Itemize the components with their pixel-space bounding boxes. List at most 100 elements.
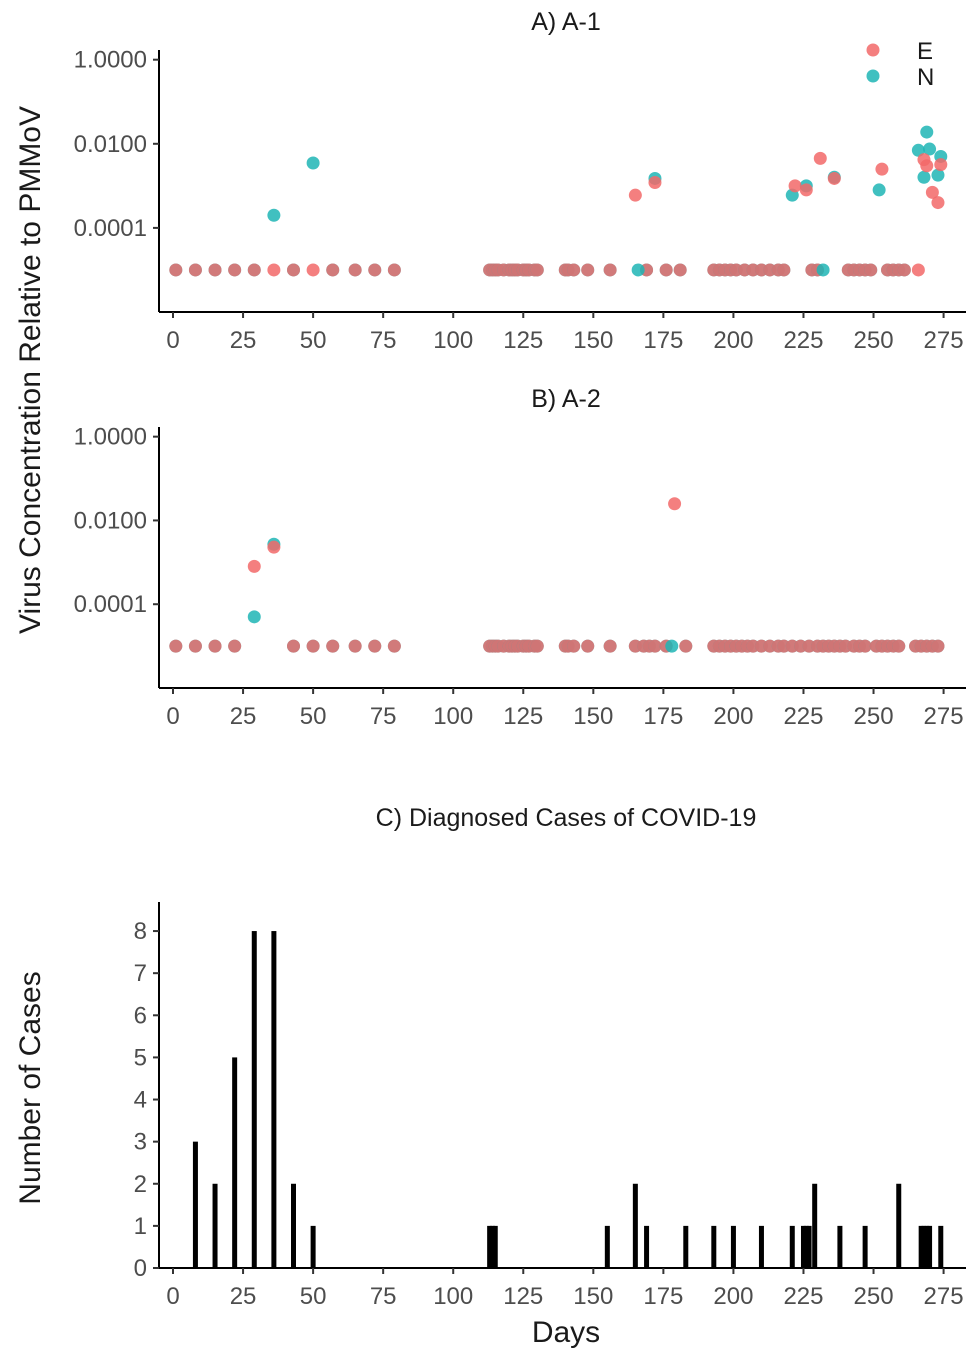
legend-key-n: [866, 69, 880, 83]
panel-c-x-axis-label: Days: [532, 1316, 600, 1349]
nondetect-point-e: [368, 639, 382, 653]
scatter-point-e: [247, 559, 261, 573]
y-tick-label: 0.0001: [74, 591, 147, 618]
nondetect-point-e: [188, 263, 202, 277]
case-bar: [487, 1225, 493, 1268]
nondetect-point-e: [603, 263, 617, 277]
nondetect-point-e: [208, 263, 222, 277]
nondetect-point-e: [648, 639, 662, 653]
nondetect-point-e: [228, 263, 242, 277]
x-tick-label: 200: [713, 1283, 753, 1310]
x-tick-label: 125: [503, 327, 543, 354]
x-tick-label: 200: [713, 703, 753, 730]
y-tick-label: 2: [134, 1171, 147, 1198]
nondetect-point-e: [567, 639, 581, 653]
panel-a-marks: [169, 125, 948, 277]
panel-a-legend: EN: [866, 38, 934, 91]
x-tick-label: 175: [643, 327, 683, 354]
case-bar: [232, 1057, 238, 1268]
nondetect-point-e: [581, 263, 595, 277]
x-tick-label: 125: [503, 703, 543, 730]
scatter-point-e: [931, 196, 945, 210]
nondetect-point-e: [247, 263, 261, 277]
case-bar: [938, 1225, 944, 1268]
scatter-point-e: [668, 497, 682, 511]
scatter-point-e: [267, 263, 281, 277]
x-tick-label: 200: [713, 327, 753, 354]
x-tick-label: 75: [370, 1283, 397, 1310]
x-tick-label: 175: [643, 703, 683, 730]
x-tick-label: 275: [924, 1283, 964, 1310]
y-tick-label: 1.0000: [74, 424, 147, 451]
case-bar: [800, 1225, 806, 1268]
scatter-point-n: [306, 156, 320, 170]
x-tick-label: 25: [230, 327, 257, 354]
nondetect-point-e: [228, 639, 242, 653]
panel-b-marks: [169, 497, 945, 653]
x-tick-label: 225: [783, 1283, 823, 1310]
nondetect-point-e: [326, 639, 340, 653]
scatter-point-n: [931, 168, 945, 182]
x-tick-label: 225: [783, 327, 823, 354]
nondetect-point-e: [567, 263, 581, 277]
scatter-point-e: [799, 183, 813, 197]
y-tick-label: 1.0000: [74, 47, 147, 74]
panel-c-y-axis-label: Number of Cases: [14, 971, 47, 1204]
scatter-point-e: [813, 151, 827, 165]
case-bar: [806, 1225, 812, 1268]
case-bar: [212, 1183, 218, 1268]
nondetect-point-e: [208, 639, 222, 653]
scatter-point-n: [923, 142, 937, 156]
scatter-point-e: [628, 188, 642, 202]
y-tick-label: 0.0100: [74, 131, 147, 158]
x-tick-label: 150: [573, 1283, 613, 1310]
scatter-point-e: [920, 159, 934, 173]
case-bar: [918, 1225, 924, 1268]
panel-c-title: C) Diagnosed Cases of COVID-19: [376, 804, 757, 832]
x-tick-label: 0: [166, 327, 179, 354]
case-bar: [271, 931, 277, 1268]
scatter-point-n: [665, 639, 679, 653]
x-tick-label: 25: [230, 1283, 257, 1310]
nondetect-point-e: [387, 639, 401, 653]
nondetect-point-e: [169, 263, 183, 277]
nondetect-point-e: [673, 263, 687, 277]
scatter-point-n: [816, 263, 830, 277]
nondetect-point-e: [348, 263, 362, 277]
case-bar: [251, 931, 257, 1268]
x-tick-label: 75: [370, 327, 397, 354]
x-tick-label: 275: [924, 327, 964, 354]
legend-label-n: N: [917, 64, 934, 91]
panel-c: C) Diagnosed Cases of COVID-19 Number of…: [14, 804, 966, 1349]
nondetect-point-e: [530, 639, 544, 653]
case-bar: [632, 1183, 638, 1268]
case-bar: [837, 1225, 843, 1268]
nondetect-point-e: [892, 639, 906, 653]
x-tick-label: 75: [370, 703, 397, 730]
case-bar: [192, 1141, 198, 1268]
case-bar: [604, 1225, 610, 1268]
case-bar: [310, 1225, 316, 1268]
panel-a: A) A-1 0 25 50 75 100 125 150 175 200 225 250 275 0.…: [74, 8, 966, 354]
case-bar: [644, 1225, 650, 1268]
nondetect-point-e: [348, 639, 362, 653]
nondetect-point-e: [287, 263, 300, 277]
case-bar: [927, 1225, 933, 1268]
x-tick-label: 25: [230, 703, 257, 730]
x-tick-label: 100: [433, 327, 473, 354]
x-tick-label: 250: [854, 703, 894, 730]
scatter-point-e: [306, 263, 320, 277]
nondetect-point-e: [287, 639, 300, 653]
x-tick-label: 50: [300, 703, 327, 730]
y-tick-label: 5: [134, 1044, 147, 1071]
case-bar: [789, 1225, 795, 1268]
scatter-point-e: [267, 540, 281, 554]
panel-b: B) A-2 0 25 50 75 100 125 150 175 200 225 250 275 0.…: [74, 385, 966, 730]
x-tick-label: 275: [924, 703, 964, 730]
legend-key-e: [866, 43, 880, 57]
panel-b-title: B) A-2: [531, 385, 600, 413]
case-bar: [291, 1183, 296, 1268]
case-bar: [489, 1225, 495, 1268]
y-tick-label: 0.0100: [74, 507, 147, 534]
